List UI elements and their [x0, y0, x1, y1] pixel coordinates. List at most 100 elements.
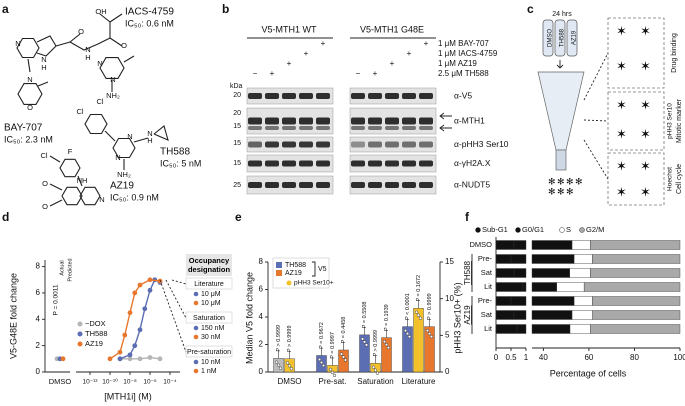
- blot-band: [299, 160, 313, 167]
- row-label: Lit: [484, 282, 493, 291]
- bar-segment: [510, 296, 527, 306]
- compound-name: TH588: [160, 147, 190, 158]
- bar-segment: [495, 282, 524, 292]
- p-value: P = 0.9997: [330, 332, 336, 359]
- replicate-dot: [362, 340, 367, 344]
- replicate-dot: [364, 343, 369, 347]
- atom-label: N: [110, 75, 115, 84]
- cell: ✶: [640, 184, 651, 199]
- y2-tick-label: 10: [445, 294, 454, 303]
- p-value: P = 0.5508: [362, 302, 368, 329]
- compound-ic50: IC₅₀: 0.6 nM: [125, 18, 174, 28]
- blot-band: [351, 182, 365, 188]
- occupancy-level-box: [185, 311, 233, 324]
- bar-segment: [513, 268, 527, 278]
- bar-segment: [583, 282, 681, 292]
- blot-band: [368, 141, 382, 148]
- readout-marker: pHH3 Ser10: [667, 103, 674, 139]
- atom-label: Cl: [96, 97, 103, 106]
- data-point: [147, 277, 153, 283]
- bar-segment: [495, 324, 518, 334]
- blot-band: [402, 117, 416, 125]
- y-tick-label: 8: [36, 262, 41, 271]
- blot-band: [248, 93, 262, 99]
- tube: [542, 19, 554, 57]
- treatment-sign: +: [407, 49, 412, 58]
- occupancy-dot: [193, 291, 199, 297]
- atom-label: N: [41, 55, 46, 64]
- bar: [381, 337, 392, 373]
- ring: [99, 57, 125, 79]
- occupancy-level-box: [185, 277, 233, 290]
- occupancy-title-box: Occupancy designation: [186, 254, 232, 276]
- y2-axis-label: pHH3 Ser10+ (%): [452, 282, 462, 353]
- x-axis-label: Percentage of cells: [550, 368, 627, 378]
- blot-band: [419, 93, 433, 99]
- bond: [133, 137, 149, 143]
- bond: [104, 130, 116, 142]
- atom-label: H: [41, 63, 46, 72]
- legend-swatch: [276, 262, 282, 268]
- treatment-label: 1 μM BAY-707: [438, 39, 489, 48]
- compound-ic50: IC₅₀: 2.3 nM: [4, 134, 53, 144]
- bar-segment: [592, 310, 681, 320]
- bond: [69, 41, 99, 51]
- antibody-label: α-NUDT5: [454, 179, 490, 189]
- treatment-label: 1 μM AZ19: [438, 59, 477, 68]
- funnel: [537, 71, 585, 151]
- replicate-dot: [425, 328, 430, 333]
- blot-band: [282, 126, 296, 130]
- bond: [109, 13, 123, 23]
- tube-label: DMSO: [548, 29, 554, 47]
- bar-segment: [590, 268, 681, 278]
- tube-label: AZ19: [572, 30, 578, 45]
- data-point: [157, 356, 163, 362]
- legend-marker: [475, 227, 481, 233]
- kda-marker: 15: [233, 140, 241, 147]
- blot-band: [368, 182, 382, 188]
- bar-segment: [513, 240, 527, 250]
- blot-band: [282, 117, 296, 125]
- blot-band: [265, 126, 279, 130]
- bond: [97, 13, 111, 45]
- x-tick-label: Saturation: [357, 377, 393, 386]
- occupancy-dose: 10 μM: [201, 300, 221, 307]
- replicate-dot: [285, 361, 290, 365]
- blot-band: [316, 93, 330, 99]
- legend-box: [272, 257, 330, 289]
- legend-marker: [77, 321, 83, 327]
- p-value: P = 0.0011: [53, 284, 60, 315]
- blot-band: [248, 141, 262, 148]
- atom-label: NH₂: [106, 91, 120, 100]
- annotation: Actual: [59, 260, 65, 275]
- blot-band: [368, 160, 382, 167]
- atom-label: NH: [77, 176, 88, 185]
- bar-segment: [495, 296, 512, 306]
- occupancy-dot: [193, 334, 199, 340]
- bar-segment: [516, 324, 527, 334]
- p-value: P > 0.9999: [276, 325, 282, 352]
- blot-band: [402, 160, 416, 167]
- legend-marker: [559, 227, 565, 233]
- fit-line: [119, 278, 161, 360]
- blot-band: [351, 126, 365, 130]
- replicate-dot: [414, 310, 419, 314]
- y-axis-label: Median V5 fold change: [244, 272, 254, 364]
- atom-label: N: [127, 132, 132, 141]
- x-axis-label: [MTH1i] (M): [104, 391, 152, 401]
- blot-band: [299, 117, 313, 125]
- atom-label: N: [15, 39, 20, 48]
- blot-band: [299, 141, 313, 148]
- blot-band: [419, 126, 433, 130]
- cell: ✶: [616, 97, 627, 112]
- cell: ✶: [616, 184, 627, 199]
- bar-segment: [531, 282, 558, 292]
- legend-label: Sub-G1: [482, 225, 508, 234]
- treatment-label: 2.5 μM TH588: [438, 69, 489, 78]
- bond: [27, 58, 31, 73]
- cell-star: ✻: [557, 176, 565, 186]
- bond: [109, 37, 123, 47]
- atom-label: Cl: [40, 151, 47, 160]
- arrow: [556, 60, 564, 69]
